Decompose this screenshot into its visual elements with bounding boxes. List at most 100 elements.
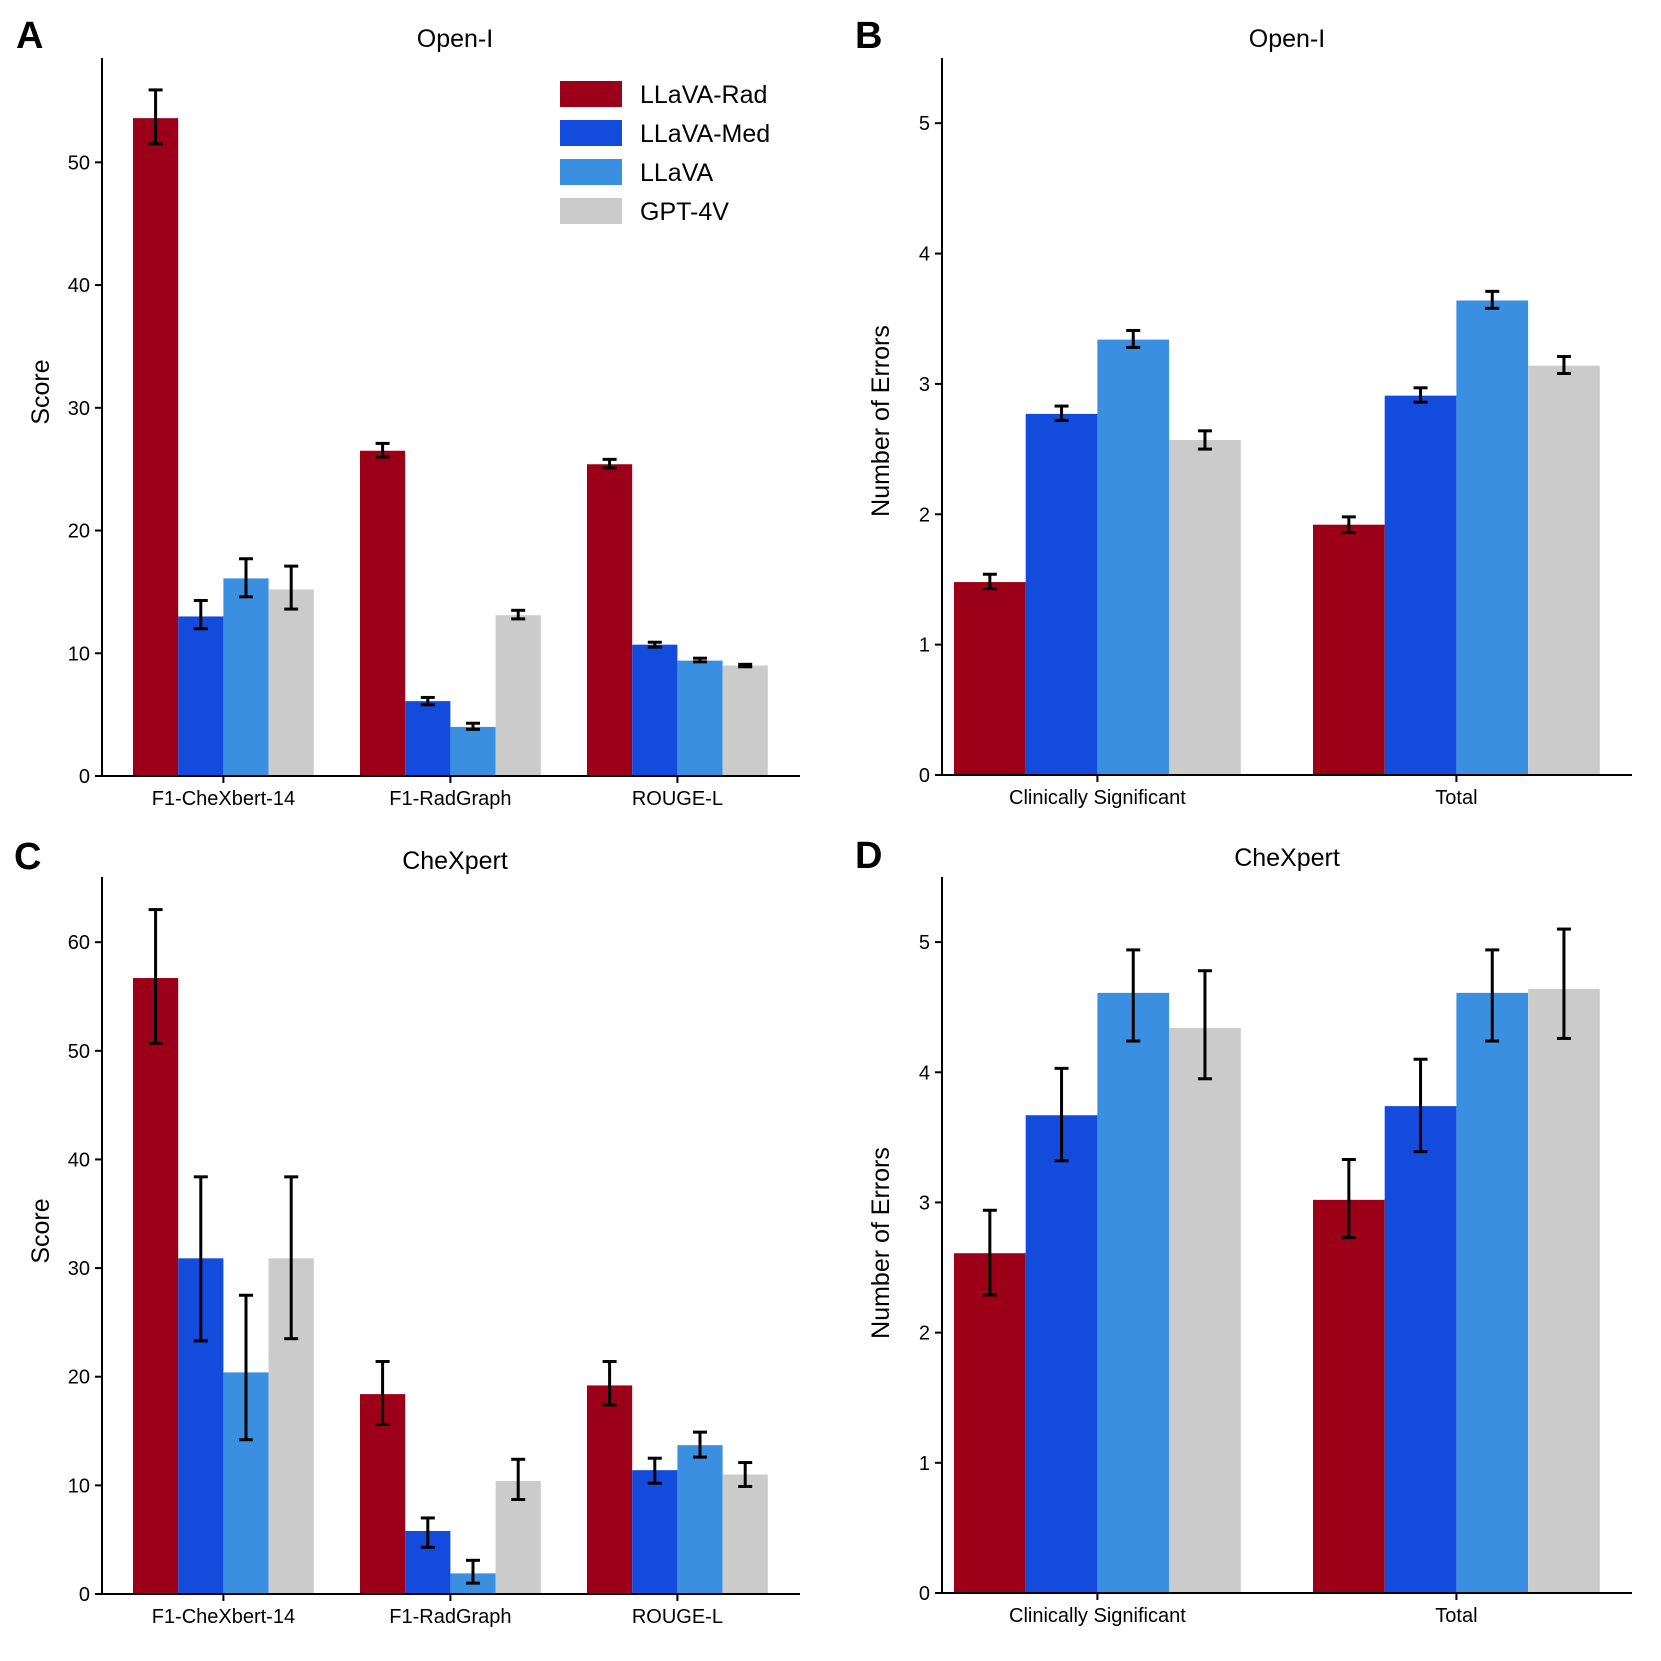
panel-a-plot: 0 10 20 30 40 50 F1-CheXbert-14 F1-RadGraph ROUG…	[68, 58, 800, 810]
panel-a-bar-llava-rad-rouge-l	[587, 464, 633, 776]
panel-d-bar-llava-rad-total	[1313, 1199, 1385, 1593]
panel-d-title: CheXpert	[1234, 844, 1340, 872]
panel-a-y-tick-label-10: 10	[68, 643, 90, 665]
panel-b: B Open-I Number of Errors 0 1 2 3 4 5 Clinical…	[855, 15, 1632, 809]
panel-b-bar-gpt-4v-total	[1528, 365, 1600, 775]
panel-a-error-bar-llava-rad-f1-radgraph	[375, 441, 390, 459]
panel-a-bar-llava-rad-f1-chexbert-14	[133, 118, 179, 777]
panel-a-y-tick-label-30: 30	[68, 398, 90, 420]
panel-c-x-tick-label-f1-chexbert-14: F1-CheXbert-14	[152, 1606, 295, 1628]
panel-d-error-bar-gpt-4v-total	[1556, 927, 1571, 1040]
panel-d-error-bar-llava-med-total	[1413, 1057, 1428, 1154]
panel-a-bar-llava-f1-radgraph	[450, 726, 496, 776]
panel-d-error-bar-llava-total	[1485, 948, 1500, 1043]
panel-d-error-bar-llava-rad-clinically-significant	[982, 1208, 997, 1297]
panel-a-title: Open-I	[417, 25, 493, 53]
panel-b-error-bar-llava-med-clinically-significant	[1054, 404, 1069, 422]
legend-swatch-llava	[560, 159, 622, 185]
panel-b-error-bar-llava-clinically-significant	[1126, 328, 1141, 349]
panel-b-y-axis-title: Number of Errors	[867, 325, 895, 517]
panel-b-error-bar-gpt-4v-total	[1556, 355, 1571, 375]
panel-d-error-bar-llava-clinically-significant	[1126, 948, 1141, 1043]
panel-d-bar-llava-clinically-significant	[1097, 992, 1170, 1593]
panel-b-error-bar-gpt-4v-clinically-significant	[1197, 429, 1212, 451]
panel-letter-a: A	[16, 15, 43, 57]
panel-b-error-bar-llava-rad-total	[1341, 515, 1356, 535]
panel-c-error-bar-gpt-4v-f1-radgraph	[511, 1457, 526, 1501]
panel-c-error-bar-llava-rouge-l	[693, 1430, 707, 1459]
panel-a-error-bar-llava-rad-f1-chexbert-14	[148, 88, 163, 146]
panel-c-bar-llava-rad-f1-radgraph	[360, 1394, 406, 1594]
panel-a-error-bar-gpt-4v-f1-radgraph	[511, 608, 526, 621]
panel-c-title: CheXpert	[402, 847, 508, 875]
panel-b-error-bar-llava-total	[1485, 289, 1500, 310]
panel-letter-d: D	[855, 835, 882, 877]
panel-d-error-bar-gpt-4v-clinically-significant	[1197, 969, 1212, 1081]
legend-label-gpt-4v: GPT-4V	[640, 198, 729, 226]
panel-a-bar-llava-med-f1-chexbert-14	[178, 616, 224, 776]
panel-c-bar-llava-rad-rouge-l	[587, 1385, 633, 1594]
panel-a-error-bar-llava-med-rouge-l	[647, 640, 662, 649]
panel-a-error-bar-gpt-4v-rouge-l	[738, 662, 753, 669]
panel-a-y-tick-label-0: 0	[79, 766, 90, 788]
panel-b-error-bar-llava-med-total	[1413, 386, 1428, 404]
panel-d-y-tick-label-0: 0	[919, 1583, 930, 1605]
panel-b-x-tick-label-clinically-significant: Clinically Significant	[1009, 787, 1186, 809]
panel-a-x-tick-label-rouge-l: ROUGE-L	[632, 788, 723, 810]
legend-swatch-gpt-4v	[560, 198, 622, 224]
panel-a-bar-llava-rouge-l	[677, 660, 723, 776]
panel-c-error-bar-llava-f1-chexbert-14	[239, 1293, 253, 1442]
panel-c-y-tick-label-40: 40	[68, 1149, 90, 1171]
panel-c-y-tick-label-0: 0	[79, 1584, 90, 1606]
panel-b-bar-llava-clinically-significant	[1097, 339, 1170, 775]
panel-a-error-bar-llava-f1-radgraph	[466, 721, 480, 731]
panel-b-y-tick-label-5: 5	[919, 113, 930, 135]
panel-a-bar-gpt-4v-f1-radgraph	[495, 615, 541, 776]
panel-c-error-bar-llava-med-f1-radgraph	[420, 1516, 435, 1549]
panel-letter-b: B	[855, 15, 882, 57]
panel-a-bar-llava-med-rouge-l	[632, 644, 678, 776]
panel-b-y-tick-label-3: 3	[919, 374, 930, 396]
panel-b-bar-llava-total	[1456, 300, 1529, 775]
panel-b-bar-llava-rad-clinically-significant	[954, 582, 1026, 775]
legend-label-llava-rad: LLaVA-Rad	[640, 81, 767, 109]
panel-b-plot: 0 1 2 3 4 5 Clinically Significant Total	[919, 58, 1632, 809]
panel-c-error-bar-llava-rad-f1-chexbert-14	[148, 908, 163, 1045]
panel-a-bar-llava-f1-chexbert-14	[223, 578, 269, 776]
panel-c: C CheXpert Score 0 10 20 30 40 50 60 F1-CheXber…	[14, 836, 800, 1628]
panel-c-x-tick-label-f1-radgraph: F1-RadGraph	[389, 1606, 511, 1628]
panel-c-y-tick-label-30: 30	[68, 1258, 90, 1280]
legend-label-llava-med: LLaVA-Med	[640, 120, 770, 148]
panel-a-bar-gpt-4v-f1-chexbert-14	[268, 589, 314, 776]
panel-c-error-bar-llava-f1-radgraph	[466, 1558, 480, 1585]
panel-b-bar-llava-med-total	[1384, 395, 1457, 775]
panel-b-title: Open-I	[1249, 25, 1325, 53]
panel-b-y-tick-label-2: 2	[919, 504, 930, 526]
panel-letter-c: C	[14, 836, 41, 878]
legend-swatch-llava-med	[560, 120, 622, 146]
panel-a: A Open-I Score 0 10 20 30 40 50 F1-CheXbert-14…	[16, 15, 800, 810]
panel-d-bar-llava-rad-clinically-significant	[954, 1253, 1026, 1593]
panel-c-x-tick-label-rouge-l: ROUGE-L	[632, 1606, 723, 1628]
panel-c-error-bar-gpt-4v-f1-chexbert-14	[284, 1175, 299, 1341]
panel-d-y-tick-label-3: 3	[919, 1192, 930, 1214]
panel-d-y-tick-label-5: 5	[919, 932, 930, 954]
panel-c-y-tick-label-60: 60	[68, 932, 90, 954]
panel-b-y-tick-label-4: 4	[919, 244, 930, 266]
panel-a-y-axis-title: Score	[27, 359, 55, 424]
panel-a-bar-gpt-4v-rouge-l	[722, 665, 768, 776]
panel-c-y-axis-title: Score	[27, 1198, 55, 1263]
panel-b-bar-llava-med-clinically-significant	[1025, 413, 1098, 775]
panel-c-y-tick-label-50: 50	[68, 1041, 90, 1063]
panel-a-error-bar-llava-med-f1-chexbert-14	[193, 598, 208, 631]
panel-d-bar-gpt-4v-clinically-significant	[1169, 1028, 1241, 1593]
panel-d-error-bar-llava-rad-total	[1341, 1157, 1356, 1240]
panel-c-bar-llava-med-rouge-l	[632, 1470, 678, 1594]
panel-d-bar-llava-med-clinically-significant	[1025, 1115, 1098, 1593]
panel-b-y-tick-label-0: 0	[919, 765, 930, 787]
panel-a-y-tick-label-40: 40	[68, 275, 90, 297]
panel-b-error-bar-llava-rad-clinically-significant	[982, 572, 997, 591]
panel-b-x-tick-label-total: Total	[1435, 787, 1477, 809]
panel-c-y-tick-label-20: 20	[68, 1367, 90, 1389]
